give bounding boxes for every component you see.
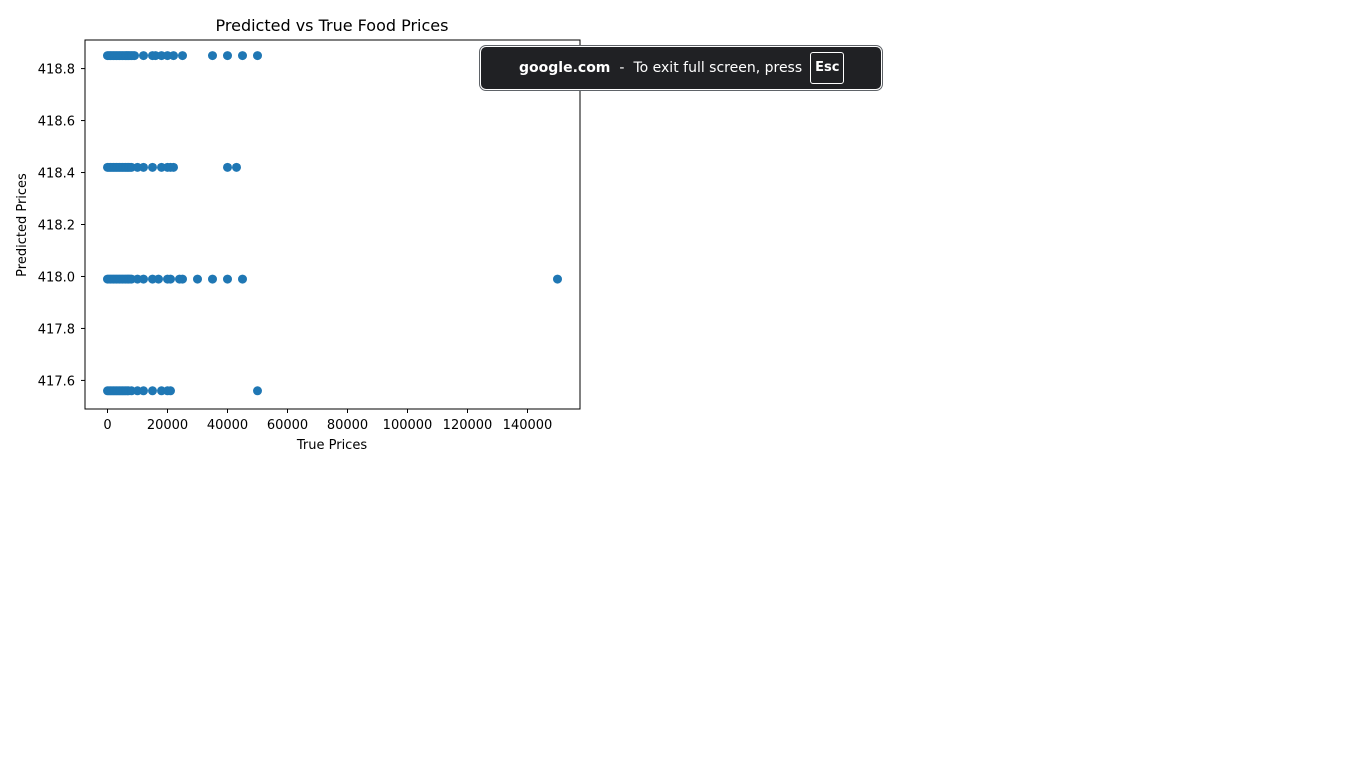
- scatter-point: [223, 274, 232, 284]
- plot-area-frame: [84, 39, 581, 410]
- x-tick-label: 100000: [383, 418, 433, 433]
- x-tick-label: 60000: [267, 418, 308, 433]
- y-axis-label: Predicted Prices: [15, 173, 30, 277]
- scatter-point: [154, 274, 163, 284]
- scatter-point: [139, 386, 148, 396]
- scatter-point: [139, 274, 148, 284]
- scatter-point: [193, 274, 202, 284]
- scatter-point: [253, 386, 262, 396]
- y-tick-label: 418.0: [38, 270, 75, 285]
- scatter-chart: Predicted vs True Food Prices True Price…: [0, 0, 600, 470]
- x-tick-label: 20000: [147, 418, 188, 433]
- notice-message: To exit full screen, press: [633, 60, 803, 76]
- y-tick-label: 418.2: [38, 219, 75, 234]
- scatter-point: [130, 51, 139, 61]
- scatter-point: [232, 162, 241, 172]
- x-tick-label: 120000: [443, 418, 493, 433]
- x-axis-label: True Prices: [296, 438, 367, 453]
- scatter-point: [169, 51, 178, 61]
- scatter-point: [238, 274, 247, 284]
- x-axis-ticks: 0 20000 40000 60000 80000 100000 120000 140000: [103, 409, 552, 433]
- x-tick-label: 80000: [327, 418, 368, 433]
- esc-key-badge: Esc: [810, 52, 845, 84]
- y-tick-label: 417.8: [38, 322, 75, 337]
- chart-title: Predicted vs True Food Prices: [216, 16, 449, 35]
- y-tick-label: 418.6: [38, 115, 75, 130]
- scatter-point: [139, 51, 148, 61]
- scatter-point: [238, 51, 247, 61]
- scatter-point: [223, 51, 232, 61]
- chart-canvas: Predicted vs True Food Prices True Price…: [15, 16, 581, 453]
- scatter-point: [139, 162, 148, 172]
- scatter-point: [178, 51, 187, 61]
- scatter-point: [553, 274, 562, 284]
- scatter-point: [148, 162, 157, 172]
- y-tick-label: 418.8: [38, 63, 75, 78]
- fullscreen-exit-notice: google.com - To exit full screen, press …: [479, 45, 883, 91]
- y-tick-label: 417.6: [38, 374, 75, 389]
- scatter-point: [169, 162, 178, 172]
- notice-domain: google.com: [519, 60, 611, 76]
- x-tick-label: 140000: [503, 418, 553, 433]
- scatter-point: [208, 51, 217, 61]
- scatter-point: [178, 274, 187, 284]
- scatter-point: [166, 274, 175, 284]
- scatter-points: [103, 51, 562, 396]
- x-tick-label: 0: [103, 418, 111, 433]
- scatter-point: [166, 386, 175, 396]
- notice-separator: -: [619, 60, 625, 76]
- scatter-point: [223, 162, 232, 172]
- y-axis-ticks: 417.6 417.8 418.0 418.2 418.4 418.6 418.8: [38, 63, 85, 389]
- scatter-point: [148, 386, 157, 396]
- scatter-point: [208, 274, 217, 284]
- x-tick-label: 40000: [207, 418, 248, 433]
- scatter-point: [253, 51, 262, 61]
- y-tick-label: 418.4: [38, 167, 75, 182]
